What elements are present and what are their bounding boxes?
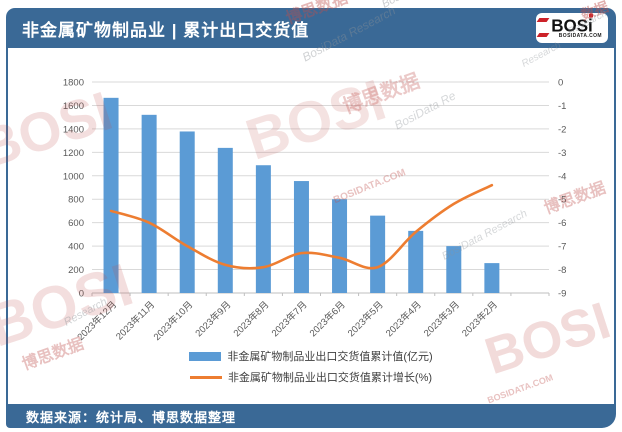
left-axis-tick-label: 1600: [63, 101, 84, 112]
data-source-text: 数据来源：统计局、博思数据整理: [26, 409, 237, 425]
left-axis-tick-label: 800: [68, 195, 84, 206]
x-axis-category-label: 2023年4月: [383, 299, 424, 340]
bar: [103, 97, 119, 293]
bar-swatch-icon: [189, 351, 222, 361]
line-swatch-icon: [189, 375, 222, 379]
x-axis-category-label: 2023年5月: [345, 299, 386, 340]
right-axis-tick-label: -1: [558, 101, 566, 112]
x-axis-category-label: 2023年9月: [193, 299, 234, 340]
left-axis-tick-label: 600: [68, 218, 84, 229]
logo-text: BOSi: [551, 15, 593, 35]
bar: [484, 263, 500, 293]
logo-subtext: BOSIDATA.COM: [558, 32, 602, 39]
bar: [141, 114, 157, 293]
chart-legend: 非金属矿物制品业出口交货值累计值(亿元) 非金属矿物制品业出口交货值累计增长(%…: [8, 348, 614, 385]
bar: [255, 165, 271, 293]
right-axis-tick-label: 0: [558, 78, 563, 89]
left-axis-tick-label: 400: [68, 242, 84, 253]
right-axis-tick-label: -5: [558, 195, 566, 206]
x-axis-category-label: 2023年7月: [269, 299, 310, 340]
right-axis-tick-label: -3: [558, 148, 566, 159]
right-axis-tick-label: -4: [558, 171, 566, 182]
left-axis-tick-label: 1800: [63, 78, 84, 89]
bar: [293, 181, 309, 293]
x-axis-category-label: 2023年10月: [151, 299, 195, 343]
page-title: 非金属矿物制品业 | 累计出口交货值: [22, 20, 310, 40]
bar: [446, 246, 462, 293]
right-axis-tick-label: -9: [558, 289, 566, 300]
left-axis-tick-label: 1200: [63, 148, 84, 159]
footer-band: 数据来源：统计局、博思数据整理: [6, 404, 616, 428]
legend-line-label: 非金属矿物制品业出口交货值累计增长(%): [227, 372, 433, 384]
bosi-logo: BOSi BOSIDATA.COM: [536, 13, 608, 43]
bar: [370, 215, 386, 293]
right-axis-tick-label: -6: [558, 218, 566, 229]
left-axis-tick-label: 1400: [63, 124, 84, 135]
x-axis-category-label: 2023年3月: [421, 299, 462, 340]
combo-chart: 0 200 400 600 800 1000 1200 1400 1600 1800 0 -1 -2 -3…: [63, 78, 567, 343]
x-axis-category-label: 2023年8月: [231, 299, 272, 340]
legend-item-bar: 非金属矿物制品业出口交货值累计值(亿元): [189, 348, 433, 364]
logo-stripe-icon: [536, 33, 550, 37]
bar: [408, 230, 424, 293]
x-axis-category-label: 2023年2月: [459, 299, 500, 340]
x-axis-category-label: 2023年6月: [307, 299, 348, 340]
legend-bar-label: 非金属矿物制品业出口交货值累计值(亿元): [227, 351, 433, 363]
line-series: [109, 183, 494, 270]
logo-i-letter: i: [588, 15, 593, 35]
right-axis-tick-label: -8: [558, 265, 566, 276]
left-axis-tick-label: 200: [68, 265, 84, 276]
chart-area: 0 200 400 600 800 1000 1200 1400 1600 1800 0 -1 -2 -3…: [6, 48, 616, 404]
report-card: 非金属矿物制品业 | 累计出口交货值 BOSi BOSIDATA.COM 0 20…: [6, 8, 616, 428]
header-band: 非金属矿物制品业 | 累计出口交货值 BOSi BOSIDATA.COM: [6, 8, 616, 48]
right-axis-tick-label: -2: [558, 124, 566, 135]
left-axis-tick-label: 1000: [63, 171, 84, 182]
legend-item-line: 非金属矿物制品业出口交货值累计增长(%): [189, 369, 433, 385]
logo-stripe-icon: [536, 18, 550, 22]
bar: [332, 199, 348, 293]
bar: [179, 131, 195, 293]
left-axis-tick-label: 0: [79, 289, 84, 300]
bar: [217, 147, 233, 293]
x-axis-category-label: 2023年12月: [75, 299, 119, 343]
x-axis-category-label: 2023年11月: [113, 299, 157, 343]
right-axis-tick-label: -7: [558, 242, 566, 253]
